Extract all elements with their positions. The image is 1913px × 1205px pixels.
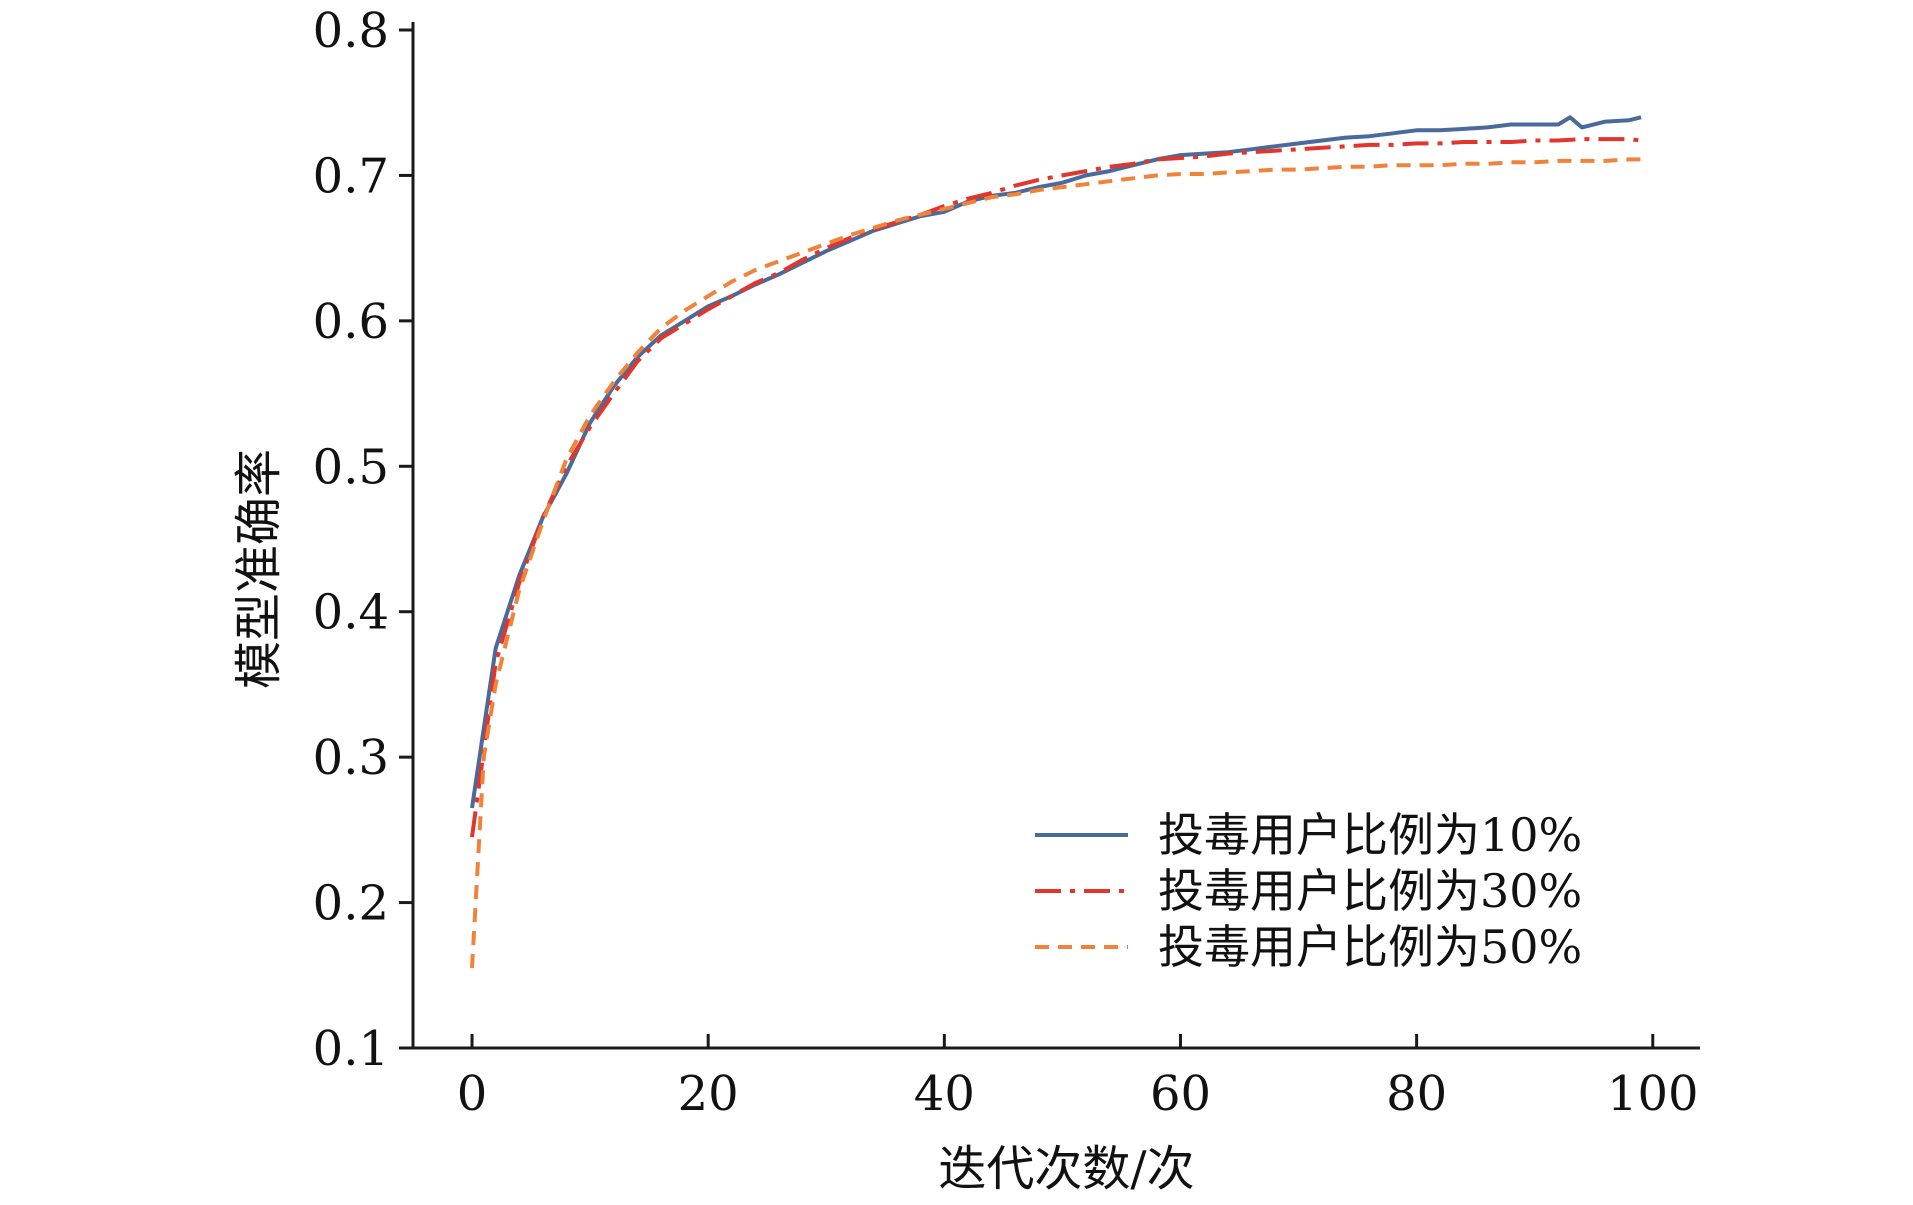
y-tick-label: 0.8 (313, 3, 389, 59)
y-tick-label: 0.2 (313, 876, 389, 932)
series-line-2 (470, 137, 1642, 838)
x-axis-title: 迭代次数/次 (938, 1141, 1194, 1197)
axes (411, 22, 1700, 1050)
x-tick-label: 0 (457, 1066, 488, 1122)
y-tick-label: 0.4 (313, 585, 389, 641)
y-tick-label: 0.5 (313, 439, 389, 495)
y-tick-label: 0.1 (313, 1021, 389, 1077)
x-tick-label: 40 (914, 1066, 975, 1122)
y-tick-label: 0.7 (313, 148, 389, 204)
series-layer (470, 115, 1642, 969)
legend-label: 投毒用户比例为30% (1158, 864, 1582, 918)
x-tick-label: 80 (1386, 1066, 1447, 1122)
y-tick-label: 0.3 (313, 730, 389, 786)
legend-label: 投毒用户比例为50% (1158, 920, 1582, 974)
y-ticks: 0.1 0.2 0.3 0.4 0.5 0.6 0.7 0.8 (313, 3, 413, 1077)
x-tick-label: 60 (1150, 1066, 1211, 1122)
x-tick-label: 20 (678, 1066, 739, 1122)
y-axis-title: 模型准确率 (231, 449, 287, 689)
legend-label: 投毒用户比例为10% (1158, 808, 1582, 862)
legend: 投毒用户比例为10%投毒用户比例为30%投毒用户比例为50% (1035, 808, 1582, 974)
x-tick-label: 100 (1607, 1066, 1699, 1122)
y-tick-label: 0.6 (313, 294, 389, 350)
series-line-3 (470, 157, 1641, 969)
x-ticks: 0 20 40 60 80 100 (457, 1034, 1699, 1122)
series-line-1 (470, 115, 1642, 809)
